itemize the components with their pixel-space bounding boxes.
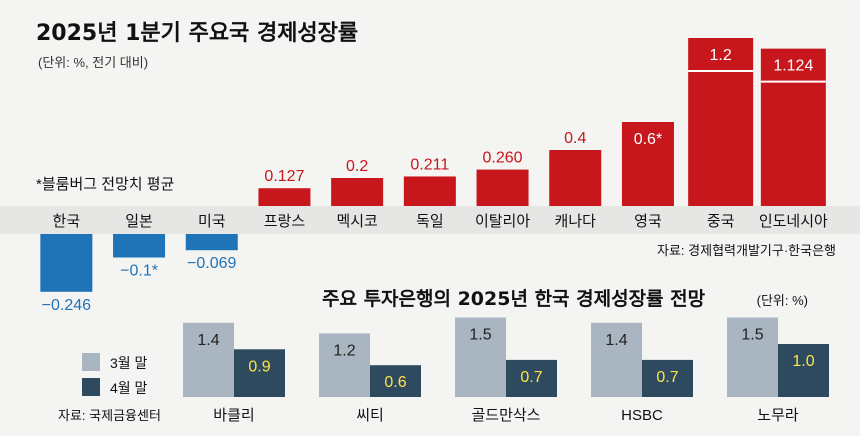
chart-title: 2025년 1분기 주요국 경제성장률 (36, 21, 358, 46)
ib-bar-0-1 (319, 333, 370, 397)
ib-bar-label-0-2: 1.5 (469, 327, 491, 344)
ib-category-4: 노무라 (757, 407, 799, 424)
ib-category-1: 씨티 (356, 407, 384, 424)
bar-5 (403, 176, 456, 206)
ib-bar-1-3 (642, 359, 693, 397)
ib-bar-label-1-1: 0.6 (384, 374, 406, 391)
category-label-6: 이탈리아 (475, 213, 530, 230)
category-label-7: 캐나다 (555, 213, 597, 230)
ib-bar-0-2 (455, 317, 506, 397)
legend-label-0: 3월 말 (110, 355, 148, 371)
chart-unit: (단위: %, 전기 대비) (38, 55, 148, 70)
ib-bar-label-1-0: 0.9 (248, 358, 270, 375)
ib-bar-label-1-4: 1.0 (792, 353, 814, 370)
category-label-1: 일본 (125, 213, 153, 230)
ib-bar-0-4 (727, 317, 778, 397)
bar-6 (476, 169, 529, 206)
source-oecd: 자료: 경제협력개발기구·한국은행 (657, 243, 836, 258)
category-label-3: 프랑스 (264, 213, 306, 230)
ib-bar-0-3 (591, 322, 642, 397)
bar-label-5: 0.211 (410, 156, 449, 173)
bar-label-1: −0.1* (120, 263, 158, 280)
legend-swatch-0 (82, 353, 100, 371)
category-label-0: 한국 (53, 213, 81, 230)
ib-bar-1-2 (506, 359, 557, 397)
bar-7 (549, 150, 602, 206)
ib-category-3: HSBC (621, 407, 663, 424)
bar-1 (113, 234, 166, 258)
ib-bar-1-0 (234, 349, 285, 397)
chart2-title: 주요 투자은행의 2025년 한국 경제성장률 전망 (322, 288, 706, 310)
ib-bar-1-1 (370, 365, 421, 397)
bar-label-10: 1.124 (773, 58, 813, 75)
ib-category-2: 골드만삭스 (471, 407, 540, 424)
ib-bar-label-1-3: 0.7 (656, 369, 678, 386)
bar-4 (331, 178, 384, 206)
category-label-4: 멕시코 (336, 213, 377, 230)
chart2-unit: (단위: %) (757, 293, 808, 308)
bar-label-9: 1.2 (710, 47, 732, 64)
bar-8 (621, 122, 674, 206)
category-label-2: 미국 (198, 213, 226, 230)
bar-label-6: 0.260 (483, 150, 523, 167)
bar-label-3: 0.127 (264, 168, 304, 185)
bar-9 (688, 38, 754, 206)
category-label-5: 독일 (416, 213, 444, 230)
ib-bar-label-0-1: 1.2 (333, 342, 355, 359)
ib-bar-1-4 (778, 344, 829, 397)
category-label-10: 인도네시아 (759, 213, 828, 230)
footnote: *블룸버그 전망치 평균 (36, 176, 175, 193)
bar-2 (185, 234, 238, 251)
ib-bar-0-0 (183, 322, 234, 397)
category-label-9: 중국 (707, 213, 735, 230)
ib-bar-label-0-4: 1.5 (741, 327, 763, 344)
ib-bar-label-0-3: 1.4 (605, 332, 627, 349)
ib-bar-label-0-0: 1.4 (197, 332, 219, 349)
bar-3 (258, 188, 311, 206)
legend-swatch-1 (82, 378, 100, 396)
source-kcif: 자료: 국제금융센터 (58, 408, 161, 423)
bar-0 (40, 234, 93, 292)
bar-label-4: 0.2 (346, 158, 368, 175)
bar-label-2: −0.069 (187, 255, 236, 272)
category-band (0, 206, 860, 234)
ib-bar-label-1-2: 0.7 (520, 369, 542, 386)
bar-label-8: 0.6* (634, 131, 662, 148)
ib-category-0: 바클리 (213, 407, 254, 424)
bar-10 (760, 48, 826, 206)
category-label-8: 영국 (634, 213, 662, 230)
bar-label-0: −0.246 (42, 297, 91, 314)
legend-label-1: 4월 말 (110, 380, 148, 396)
bar-label-7: 0.4 (564, 130, 586, 147)
